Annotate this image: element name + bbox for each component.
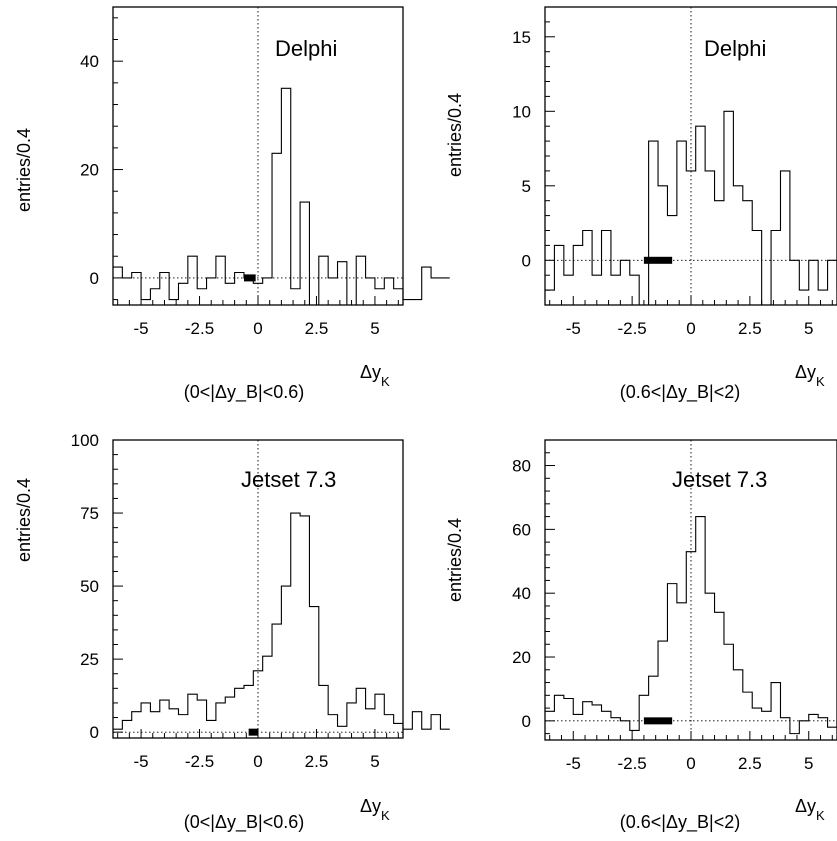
x-tick-label: 0 [253, 752, 262, 771]
histogram-outline [545, 516, 837, 735]
y-tick-label: 50 [80, 577, 99, 596]
x-tick-label: -5 [134, 752, 149, 771]
selection-label: (0<|Δy_B|<0.6) [184, 382, 304, 403]
y-tick-label: 5 [522, 177, 531, 196]
x-tick-label: -2.5 [185, 319, 214, 338]
panel-title: Jetset 7.3 [672, 467, 767, 492]
y-axis-label: entries/0.4 [14, 478, 34, 562]
rapidity-interval-bar [248, 728, 258, 736]
x-tick-label: 0 [253, 319, 262, 338]
x-tick-label: -5 [566, 319, 581, 338]
y-tick-label: 10 [512, 102, 531, 121]
x-tick-label: 2.5 [305, 752, 329, 771]
x-tick-label: -5 [134, 319, 149, 338]
x-tick-label: 2.5 [305, 319, 329, 338]
selection-label: (0<|Δy_B|<0.6) [184, 812, 304, 833]
panel-jetset-central: Jetset 7.3 entries/0.4 (0<|Δy_B|<0.6) Δy… [14, 431, 450, 833]
x-tick-label: 0 [686, 754, 695, 773]
y-tick-label: 15 [512, 28, 531, 47]
x-axis-label: ΔyK [360, 796, 390, 823]
y-tick-label: 75 [80, 504, 99, 523]
panel-delphi-central: Delphi entries/0.4 (0<|Δy_B|<0.6) ΔyK -5… [14, 6, 450, 403]
panel-title: Delphi [275, 36, 337, 61]
x-tick-label: 5 [370, 319, 379, 338]
y-axis-label: entries/0.4 [14, 128, 34, 212]
panel-title: Jetset 7.3 [241, 467, 336, 492]
y-tick-label: 40 [80, 52, 99, 71]
x-tick-label: 5 [804, 319, 813, 338]
x-tick-label: 2.5 [738, 754, 762, 773]
x-axis-label: ΔyK [360, 362, 390, 389]
rapidity-interval-bar [643, 717, 673, 725]
histogram-outline [545, 110, 837, 306]
x-tick-label: 5 [804, 754, 813, 773]
histogram-outline [113, 87, 450, 306]
y-tick-label: 80 [512, 457, 531, 476]
rapidity-interval-bar [243, 274, 256, 282]
panel-delphi-forward: Delphi entries/0.4 (0.6<|Δy_B|<2) ΔyK -5… [445, 6, 837, 403]
x-tick-label: 0 [686, 319, 695, 338]
x-axis-label: ΔyK [795, 362, 825, 389]
y-tick-label: 60 [512, 520, 531, 539]
histogram-outline [113, 512, 450, 730]
x-tick-label: 5 [370, 752, 379, 771]
x-tick-label: 2.5 [738, 319, 762, 338]
selection-label: (0.6<|Δy_B|<2) [620, 812, 740, 833]
y-axis-label: entries/0.4 [445, 518, 465, 602]
y-axis-label: entries/0.4 [445, 93, 465, 177]
x-tick-label: -2.5 [617, 319, 646, 338]
y-tick-label: 0 [522, 712, 531, 731]
y-tick-label: 0 [90, 723, 99, 742]
rapidity-interval-bar [643, 256, 673, 264]
y-tick-label: 100 [71, 431, 99, 450]
y-tick-label: 40 [512, 584, 531, 603]
y-tick-label: 25 [80, 650, 99, 669]
x-tick-label: -2.5 [617, 754, 646, 773]
x-axis-label: ΔyK [795, 796, 825, 823]
panel-title: Delphi [704, 36, 766, 61]
x-tick-label: -2.5 [185, 752, 214, 771]
panel-jetset-forward: Jetset 7.3 entries/0.4 (0.6<|Δy_B|<2) Δy… [445, 439, 837, 833]
y-tick-label: 0 [522, 251, 531, 270]
selection-label: (0.6<|Δy_B|<2) [620, 382, 740, 403]
y-tick-label: 20 [80, 161, 99, 180]
y-tick-label: 20 [512, 648, 531, 667]
y-tick-label: 0 [90, 269, 99, 288]
x-tick-label: -5 [566, 754, 581, 773]
